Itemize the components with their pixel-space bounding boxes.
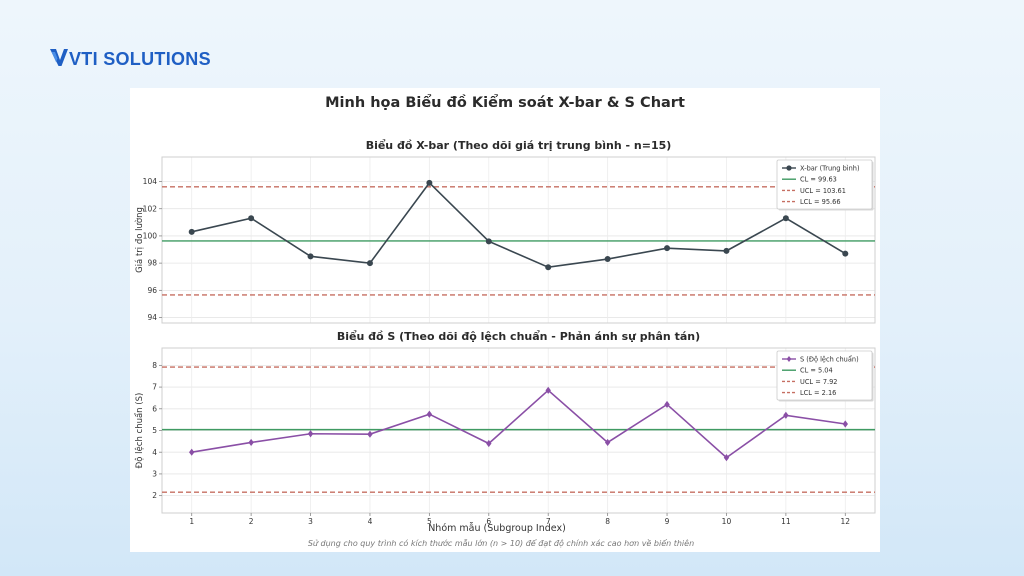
data-point xyxy=(723,454,730,462)
data-point xyxy=(248,215,255,222)
x-tick-label: 7 xyxy=(546,517,551,526)
x-axis-label: Nhóm mẫu (Subgroup Index) xyxy=(428,523,566,534)
y-tick-label: 96 xyxy=(147,286,157,295)
subplot-title: Biểu đồ X-bar (Theo dõi giá trị trung bì… xyxy=(366,139,672,152)
legend: X-bar (Trung bình) CL = 99.63 UCL = 103.61… xyxy=(776,159,874,211)
y-tick-label: 100 xyxy=(143,232,158,241)
legend-label: UCL = 103.61 xyxy=(800,187,846,195)
y-tick-label: 6 xyxy=(152,404,157,413)
y-tick-label: 7 xyxy=(152,383,157,392)
x-tick-label: 9 xyxy=(665,517,670,526)
data-point xyxy=(842,420,848,428)
data-point xyxy=(664,245,671,252)
y-tick-label: 4 xyxy=(152,448,157,457)
footnote: Sử dụng cho quy trình có kích thước mẫu … xyxy=(308,538,694,548)
legend-label: LCL = 2.16 xyxy=(800,389,836,397)
x-tick-label: 1 xyxy=(189,517,194,526)
y-tick-label: 2 xyxy=(152,491,157,500)
data-point xyxy=(189,448,195,456)
legend-box xyxy=(776,159,873,210)
x-tick-label: 3 xyxy=(308,517,313,526)
y-tick-label: 98 xyxy=(147,259,157,268)
data-point xyxy=(842,250,849,257)
x-tick-label: 8 xyxy=(605,517,610,526)
data-point xyxy=(485,238,492,245)
legend-marker xyxy=(786,165,792,171)
x-tick-label: 10 xyxy=(722,517,732,526)
data-point xyxy=(367,430,373,438)
series-line xyxy=(191,181,846,269)
s-chart: Biểu đồ S (Theo dõi độ lệch chuẩn - Phản… xyxy=(134,330,876,526)
data-point xyxy=(188,228,195,235)
y-tick-label: 8 xyxy=(152,361,157,370)
data-point xyxy=(307,430,314,438)
x-tick-label: 5 xyxy=(427,517,432,526)
y-tick-label: 3 xyxy=(152,470,157,479)
legend-marker xyxy=(786,356,792,362)
data-point xyxy=(248,438,254,447)
subplot-title: Biểu đồ S (Theo dõi độ lệch chuẩn - Phản… xyxy=(337,330,700,343)
data-point xyxy=(783,411,789,419)
legend-label: LCL = 95.66 xyxy=(800,198,841,206)
y-axis-label: Độ lệch chuẩn (S) xyxy=(134,393,145,469)
legend: S (Độ lệch chuẩn) CL = 5.04 UCL = 7.92 LCL … xyxy=(776,350,874,402)
data-point xyxy=(426,179,433,186)
data-point xyxy=(426,410,433,418)
x-tick-label: 2 xyxy=(249,517,254,526)
data-point xyxy=(604,438,611,447)
legend-box xyxy=(776,350,873,401)
vti-logo-mark-icon xyxy=(50,49,68,66)
data-point xyxy=(366,260,373,267)
xbar-chart: Biểu đồ X-bar (Theo dõi giá trị trung bì… xyxy=(134,139,876,324)
data-point xyxy=(782,215,789,222)
x-tick-label: 6 xyxy=(486,517,491,526)
data-point xyxy=(307,253,314,260)
legend-label: UCL = 7.92 xyxy=(800,378,838,386)
vti-logo: VTI SOLUTIONS xyxy=(50,47,211,71)
legend-label: CL = 5.04 xyxy=(800,367,833,375)
y-tick-label: 94 xyxy=(147,313,157,322)
vti-logo-text: VTI SOLUTIONS xyxy=(69,48,211,69)
data-point xyxy=(486,439,492,448)
chart-canvas: Minh họa Biểu đồ Kiểm soát X-bar & S Cha… xyxy=(134,94,876,548)
y-tick-label: 5 xyxy=(152,426,157,435)
chart-figure: Minh họa Biểu đồ Kiểm soát X-bar & S Cha… xyxy=(130,88,880,552)
x-tick-label: 4 xyxy=(368,517,373,526)
plot-frame xyxy=(161,156,876,324)
data-point xyxy=(723,247,730,254)
y-tick-label: 104 xyxy=(143,177,158,186)
y-axis-label: Giá trị đo lường xyxy=(134,207,145,273)
data-point xyxy=(664,400,670,409)
x-tick-label: 12 xyxy=(841,517,851,526)
y-tick-label: 102 xyxy=(143,204,158,213)
legend-label: CL = 99.63 xyxy=(800,176,837,184)
figure-title: Minh họa Biểu đồ Kiểm soát X-bar & S Cha… xyxy=(325,94,685,111)
legend-label: X-bar (Trung bình) xyxy=(800,164,860,172)
legend-label: S (Độ lệch chuẩn) xyxy=(800,354,859,363)
data-point xyxy=(604,256,611,263)
series-line xyxy=(191,389,846,459)
x-tick-label: 11 xyxy=(781,517,791,526)
data-point xyxy=(545,264,552,271)
